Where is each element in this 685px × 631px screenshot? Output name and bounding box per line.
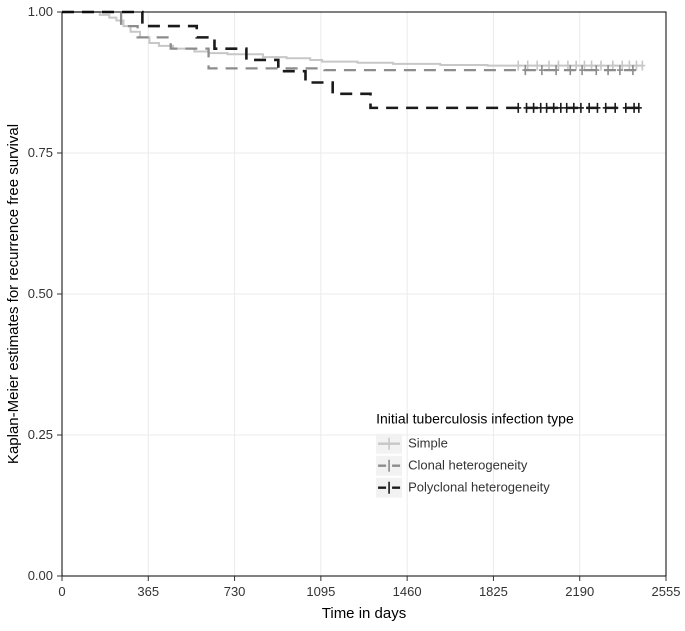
y-tick-label: 0.75 — [28, 145, 53, 160]
y-tick-label: 0.25 — [28, 427, 53, 442]
legend-label: Simple — [408, 436, 448, 451]
km-chart: 0 365 730 1095 1460 1825 2190 2555 0.00 0.25 0.50 0… — [0, 0, 685, 631]
x-axis-title: Time in days — [322, 605, 406, 622]
x-tick-label: 365 — [137, 584, 159, 599]
x-tick-label: 1095 — [306, 584, 335, 599]
y-tick-label: 0.50 — [28, 286, 53, 301]
x-tick-label: 2190 — [565, 584, 594, 599]
x-tick-label: 1460 — [393, 584, 422, 599]
y-tick-label: 0.00 — [28, 568, 53, 583]
legend-title: Initial tuberculosis infection type — [376, 411, 574, 427]
y-tick-label: 1.00 — [28, 4, 53, 19]
x-tick-label: 1825 — [479, 584, 508, 599]
legend-label: Polyclonal heterogeneity — [408, 480, 550, 495]
x-tick-label: 0 — [58, 584, 65, 599]
legend-label: Clonal heterogeneity — [408, 458, 528, 473]
x-tick-label: 2555 — [652, 584, 681, 599]
y-axis-title: Kaplan-Meier estimates for recurrence fr… — [5, 124, 22, 464]
x-tick-label: 730 — [224, 584, 246, 599]
chart-svg: 0 365 730 1095 1460 1825 2190 2555 0.00 0.25 0.50 0… — [0, 0, 685, 631]
